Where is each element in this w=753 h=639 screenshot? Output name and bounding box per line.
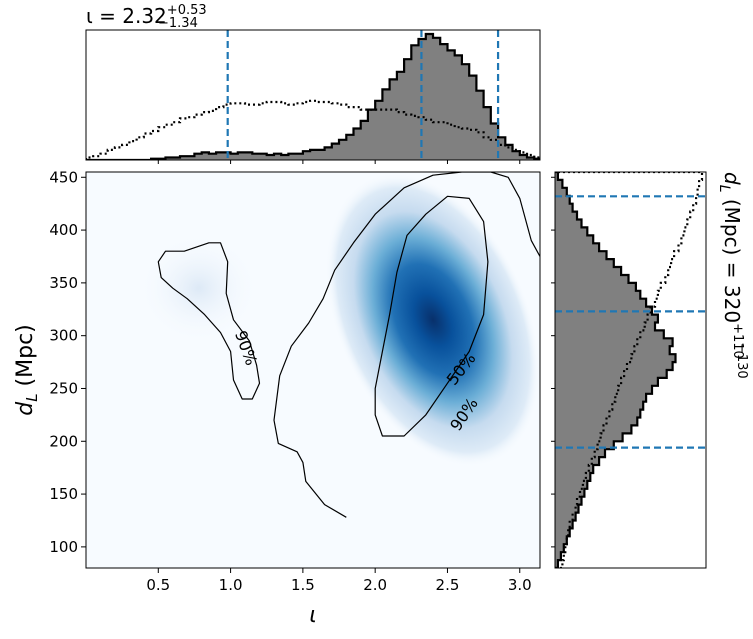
x-tick-label: 1.0 — [219, 576, 243, 594]
y-tick-label: 250 — [49, 379, 78, 397]
top-panel-frame — [85, 29, 541, 161]
contour-90pct-2 — [157, 242, 261, 400]
iota-title-minus: −1.34 — [158, 16, 198, 31]
main-panel-frame — [85, 171, 541, 569]
iota-posterior-outline — [86, 32, 540, 160]
y-axis-ticks: 100 150 200 250 300 350 400 450 — [49, 168, 86, 556]
faint-density-patch — [138, 233, 259, 344]
top-marginal-panel: ι = 2.32+0.53 −1.34 — [85, 3, 541, 161]
iota-title-var: ι — [86, 4, 93, 28]
x-tick-label: 2.0 — [363, 576, 387, 594]
x-tick-label: 3.0 — [508, 576, 532, 594]
right-marginal-panel: dL (Mpc) = 320+110 −130 — [551, 171, 749, 569]
x-tick-label: 0.5 — [146, 576, 170, 594]
contour-lines — [157, 172, 540, 518]
contour-50pct-0 — [374, 195, 489, 437]
y-axis-label: dL (Mpc) — [13, 324, 41, 416]
y-axis-label-unit: (Mpc) — [13, 324, 38, 393]
right-panel-frame — [554, 171, 707, 569]
y-tick-label: 400 — [49, 221, 78, 239]
x-tick-label: 2.5 — [436, 576, 460, 594]
iota-title-plus: +0.53 — [167, 3, 207, 18]
y-tick-label: 450 — [49, 168, 78, 186]
y-tick-label: 350 — [49, 274, 78, 292]
right-panel-ticks — [551, 176, 555, 548]
dl-posterior-fill — [555, 172, 676, 568]
y-tick-label: 200 — [49, 432, 78, 450]
dl-prior-outline — [555, 172, 704, 568]
iota-prior-outline — [86, 99, 540, 160]
dl-posterior-outline — [555, 172, 677, 568]
y-tick-label: 150 — [49, 485, 78, 503]
dl-title-var: d — [720, 172, 744, 185]
dl-title: dL (Mpc) = 320+110 — [716, 172, 745, 359]
x-axis-ticks: 0.5 1.0 1.5 2.0 2.5 3.0 — [146, 160, 532, 594]
dl-title-plus: +110 — [730, 323, 745, 359]
iota-title: ι = 2.32+0.53 — [86, 3, 207, 28]
x-axis-label: ι — [309, 603, 316, 628]
contour-90pct-1 — [273, 172, 540, 518]
iota-posterior-fill — [86, 34, 540, 160]
y-axis-label-sub: L — [23, 393, 41, 401]
iota-title-value: = 2.32 — [93, 4, 167, 28]
y-tick-label: 300 — [49, 327, 78, 345]
main-2d-panel: 50%90%90% 0.5 1.0 1.5 2.0 2.5 3.0 10015020025… — [13, 160, 541, 628]
y-tick-label: 100 — [49, 538, 78, 556]
dl-title-sub-var: L — [716, 185, 732, 193]
dl-title-value: (Mpc) = 320 — [720, 193, 744, 324]
dl-title-minus: −130 — [734, 343, 749, 379]
x-tick-label: 1.5 — [291, 576, 315, 594]
y-axis-label-var: d — [13, 401, 38, 416]
